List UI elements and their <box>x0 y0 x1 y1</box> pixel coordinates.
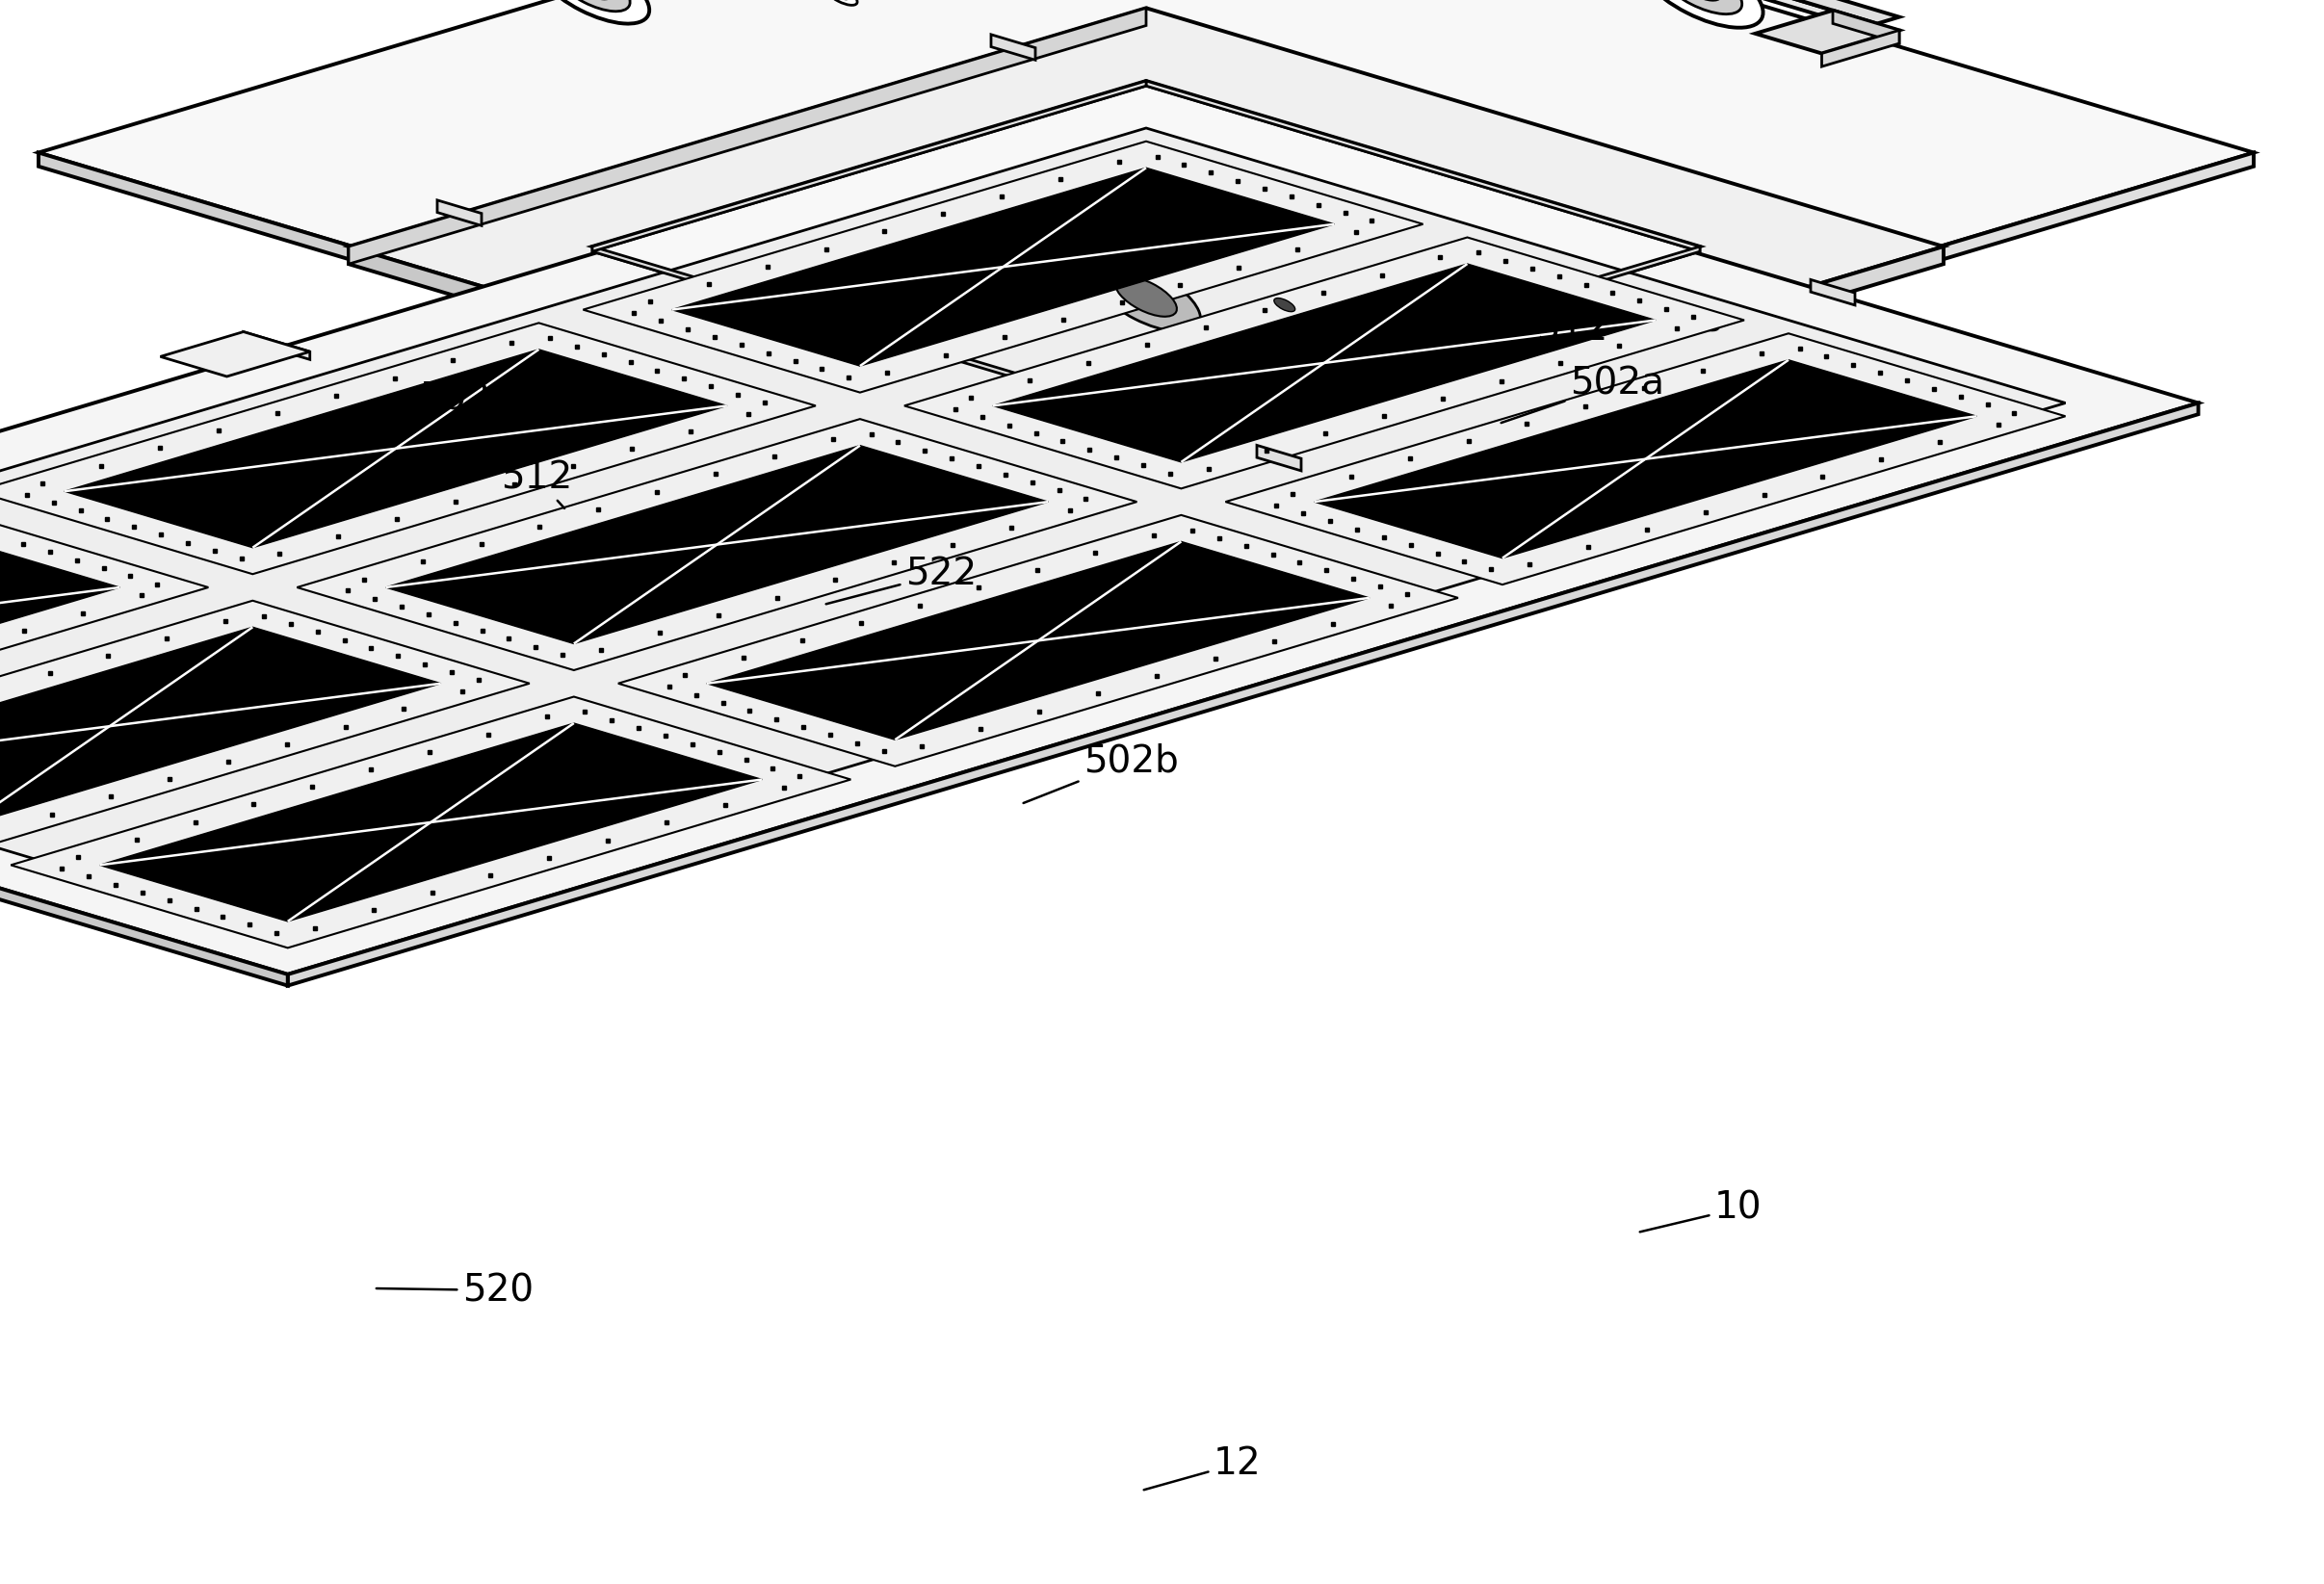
Text: 10: 10 <box>1641 1190 1762 1232</box>
Text: 520: 520 <box>376 1272 535 1308</box>
Polygon shape <box>957 241 1334 353</box>
Polygon shape <box>957 314 1090 363</box>
Polygon shape <box>672 168 1334 366</box>
Polygon shape <box>0 89 2199 974</box>
Text: 502c: 502c <box>418 382 511 431</box>
Polygon shape <box>0 659 288 985</box>
Polygon shape <box>349 8 1146 265</box>
Text: 512: 512 <box>1452 310 1608 363</box>
Polygon shape <box>1146 247 1943 502</box>
Polygon shape <box>909 225 1090 280</box>
Polygon shape <box>288 402 2199 985</box>
Ellipse shape <box>1434 299 1466 320</box>
Ellipse shape <box>1662 295 1738 342</box>
Polygon shape <box>593 86 1699 417</box>
Polygon shape <box>593 247 1146 417</box>
Polygon shape <box>244 331 309 360</box>
Polygon shape <box>706 542 1369 740</box>
Polygon shape <box>1566 0 1899 24</box>
Polygon shape <box>1755 11 1899 54</box>
Polygon shape <box>1202 314 1385 367</box>
Text: 502a: 502a <box>1501 364 1664 423</box>
Polygon shape <box>0 531 121 729</box>
Polygon shape <box>1257 445 1301 470</box>
Polygon shape <box>12 697 851 947</box>
Polygon shape <box>1834 11 1899 43</box>
Polygon shape <box>40 152 1146 497</box>
Polygon shape <box>1822 30 1899 67</box>
Text: 522: 522 <box>825 556 976 604</box>
Polygon shape <box>100 724 762 922</box>
Polygon shape <box>40 0 2254 483</box>
Polygon shape <box>160 331 309 377</box>
Ellipse shape <box>1657 0 1743 14</box>
Text: 502b: 502b <box>1023 743 1178 803</box>
Polygon shape <box>297 420 1136 670</box>
Polygon shape <box>992 265 1655 463</box>
Text: 502d: 502d <box>1164 203 1260 239</box>
Polygon shape <box>65 350 727 548</box>
Polygon shape <box>583 141 1422 393</box>
Text: 512: 512 <box>500 459 572 508</box>
Polygon shape <box>1146 247 1699 417</box>
Polygon shape <box>0 505 209 756</box>
Polygon shape <box>1225 333 2066 584</box>
Polygon shape <box>618 515 1457 767</box>
Polygon shape <box>349 8 1943 485</box>
Polygon shape <box>349 247 1146 502</box>
Polygon shape <box>1202 314 1334 363</box>
Text: 12: 12 <box>1143 1445 1262 1491</box>
Ellipse shape <box>1443 306 1457 314</box>
Polygon shape <box>1566 0 1878 32</box>
Polygon shape <box>1313 360 1978 558</box>
Ellipse shape <box>1069 247 1222 347</box>
Ellipse shape <box>535 0 648 24</box>
Polygon shape <box>964 225 1090 249</box>
Ellipse shape <box>1092 261 1202 331</box>
Ellipse shape <box>1274 298 1294 312</box>
Polygon shape <box>437 200 481 225</box>
Ellipse shape <box>825 0 858 5</box>
Polygon shape <box>593 81 1699 412</box>
Ellipse shape <box>1643 282 1757 355</box>
Polygon shape <box>1334 314 1385 360</box>
Polygon shape <box>0 128 2066 935</box>
Polygon shape <box>386 445 1048 643</box>
Ellipse shape <box>555 0 630 11</box>
Polygon shape <box>0 627 442 825</box>
Ellipse shape <box>1680 306 1720 331</box>
Polygon shape <box>0 600 530 852</box>
Polygon shape <box>990 35 1037 60</box>
Ellipse shape <box>1116 277 1176 317</box>
Polygon shape <box>593 81 1146 252</box>
Ellipse shape <box>1636 0 1764 27</box>
Polygon shape <box>1146 152 2254 497</box>
Polygon shape <box>1810 280 1855 306</box>
Polygon shape <box>0 323 816 573</box>
Polygon shape <box>904 238 1745 488</box>
Polygon shape <box>1146 81 1699 252</box>
